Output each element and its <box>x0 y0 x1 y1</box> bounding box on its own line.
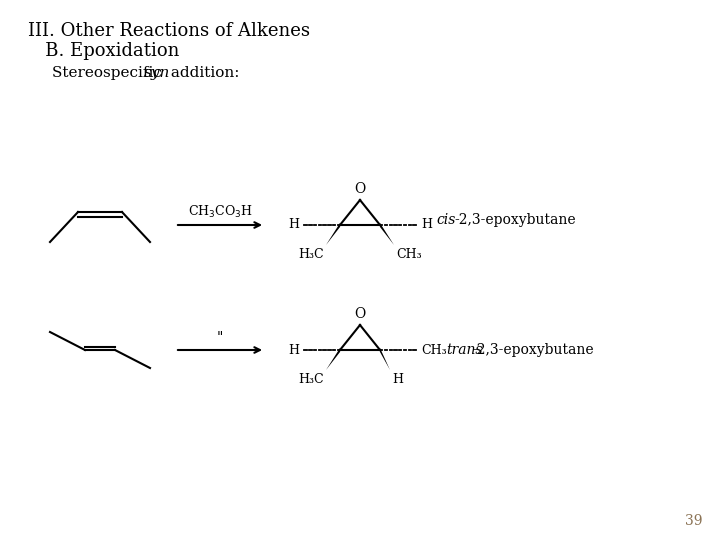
Text: 39: 39 <box>685 514 702 528</box>
Polygon shape <box>326 348 340 370</box>
Text: III. Other Reactions of Alkenes: III. Other Reactions of Alkenes <box>28 22 310 40</box>
Text: H: H <box>421 219 432 232</box>
Text: CH₃: CH₃ <box>421 343 446 356</box>
Text: H: H <box>288 343 299 356</box>
Text: trans: trans <box>446 343 482 357</box>
Text: H: H <box>288 219 299 232</box>
Polygon shape <box>380 223 394 245</box>
Text: Stereospecific: Stereospecific <box>52 66 167 80</box>
Text: H: H <box>392 373 403 386</box>
Text: CH₃: CH₃ <box>396 248 422 261</box>
Polygon shape <box>326 223 340 245</box>
Text: CH$_3$CO$_3$H: CH$_3$CO$_3$H <box>188 204 252 220</box>
Text: -2,3-epoxybutane: -2,3-epoxybutane <box>472 343 593 357</box>
Text: O: O <box>354 307 366 321</box>
Text: H₃C: H₃C <box>298 373 324 386</box>
Text: syn: syn <box>144 66 171 80</box>
Text: -2,3-epoxybutane: -2,3-epoxybutane <box>454 213 575 227</box>
Text: addition:: addition: <box>166 66 240 80</box>
Text: H₃C: H₃C <box>298 248 324 261</box>
Polygon shape <box>380 348 390 370</box>
Text: ": " <box>217 331 223 345</box>
Text: O: O <box>354 182 366 196</box>
Text: cis: cis <box>436 213 455 227</box>
Text: B. Epoxidation: B. Epoxidation <box>28 42 179 60</box>
